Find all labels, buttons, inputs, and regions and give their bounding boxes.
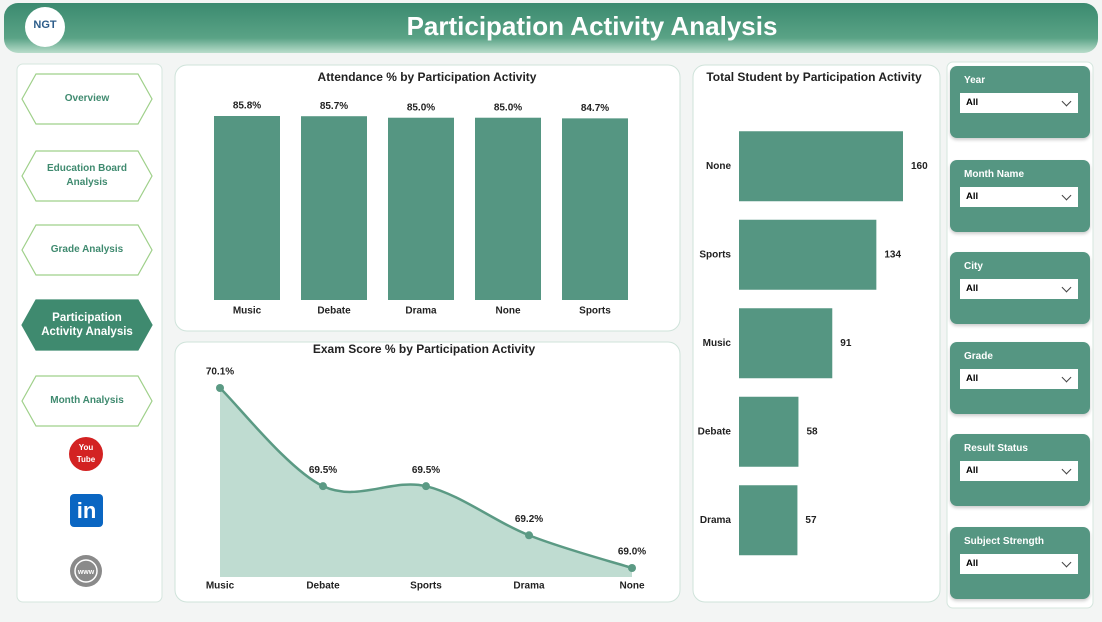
filter-dropdown[interactable]: All [960,93,1078,113]
filter-card: Result Status All [950,434,1090,506]
filter-card: Grade All [950,342,1090,414]
nav-button[interactable] [21,375,153,427]
point [422,482,430,491]
chart-title: Total Student by Participation Activity [706,70,922,84]
page-title: Participation Activity Analysis [407,11,778,41]
filter-dropdown[interactable]: All [960,187,1078,207]
y-tick-label: Debate [698,426,732,437]
bar [739,131,903,202]
value-label: 57 [805,515,817,526]
web-icon-ring [74,559,98,583]
filter-label: Grade [964,351,993,362]
y-tick-label: Drama [700,515,732,526]
nav-button[interactable] [21,224,153,276]
filter-card: Month Name All [950,160,1090,232]
bar [562,118,628,300]
value-label: 69.0% [618,547,646,558]
filter-card: City All [950,252,1090,324]
nav-label[interactable]: Month Analysis [50,395,124,406]
x-tick-label: Drama [405,306,437,317]
logo-text: NGT [33,19,57,31]
value-label: 91 [840,338,852,349]
chart-title: Exam Score % by Participation Activity [313,342,536,356]
x-tick-label: None [496,306,521,317]
nav-label[interactable]: Grade Analysis [50,244,124,255]
value-label: 85.0% [407,102,435,113]
filter-label: Month Name [964,169,1024,180]
value-label: 69.2% [515,514,543,525]
point [319,482,327,491]
y-tick-label: Music [703,338,732,349]
x-tick-label: Sports [410,581,442,592]
logo [25,7,65,47]
nav-button[interactable] [21,150,153,202]
icon-text: Tube [77,455,96,464]
value-label: 85.7% [320,101,348,112]
value-label: 70.1% [206,367,234,378]
bar [475,117,541,301]
linkedin-icon[interactable] [70,494,103,527]
chart-title: Attendance % by Participation Activity [318,70,537,84]
filter-card: Year All [950,66,1090,138]
bar [214,116,280,300]
nav-label[interactable]: Education Board Analysis [46,163,127,188]
value-label: 85.8% [233,101,261,112]
icon-text: You [79,443,94,452]
filter-label: Result Status [964,443,1028,454]
bar [388,117,454,301]
value-label: 84.7% [581,103,609,114]
filter-card: Subject Strength All [950,527,1090,599]
value-label: 85.0% [494,102,522,113]
value-label: 69.5% [412,465,440,476]
y-tick-label: None [706,161,731,172]
filter-dropdown[interactable]: All [960,461,1078,481]
nav-button[interactable] [21,73,153,125]
value-label: 160 [911,161,928,172]
point [525,531,533,540]
x-tick-label: None [620,581,645,592]
x-tick-label: Drama [513,581,545,592]
nav-label[interactable]: Overview [64,93,110,104]
point [216,384,224,392]
nav-button[interactable] [21,299,153,351]
youtube-icon[interactable] [69,437,103,471]
x-tick-label: Music [233,306,262,317]
y-tick-label: Sports [699,249,731,260]
x-tick-label: Debate [306,581,340,592]
value-label: 58 [806,426,818,437]
bar [739,396,799,467]
x-tick-label: Music [206,581,235,592]
bar [739,219,877,290]
filter-dropdown[interactable]: All [960,369,1078,389]
filter-label: Year [964,75,986,86]
icon-text: www [77,569,95,576]
x-tick-label: Debate [317,306,351,317]
header-bar [4,3,1098,53]
bar [739,485,798,556]
bar [301,116,367,301]
bar [739,308,833,379]
filter-label: City [964,261,983,272]
nav-label[interactable]: Participation Activity Analysis [41,312,133,338]
value-label: 134 [884,249,901,260]
point [628,564,636,572]
filter-dropdown[interactable]: All [960,554,1078,574]
value-label: 69.5% [309,465,337,476]
filter-label: Subject Strength [964,536,1045,547]
icon-text: in [77,498,97,523]
x-tick-label: Sports [579,306,611,317]
filter-dropdown[interactable]: All [960,279,1078,299]
area [220,388,632,577]
